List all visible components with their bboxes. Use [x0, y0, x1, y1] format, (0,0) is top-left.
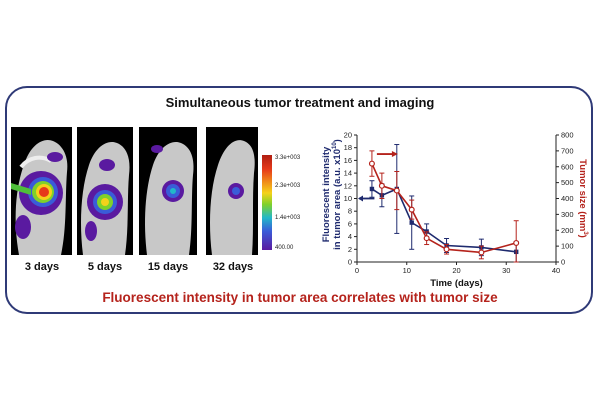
y-left-tick-label: 6	[348, 219, 352, 228]
y-left-tick-label: 8	[348, 207, 352, 216]
y-right-tick-label: 0	[561, 258, 565, 267]
y-left-tick-label: 12	[344, 181, 352, 190]
figure-title: Simultaneous tumor treatment and imaging	[165, 95, 435, 110]
series-1-point	[368, 160, 375, 167]
series-1-point	[378, 182, 385, 189]
y-left-tick-label: 16	[344, 156, 352, 165]
color-scale-tick-min: 400.00	[275, 245, 294, 251]
series-1-point	[443, 246, 450, 253]
y-left-tick-label: 10	[344, 194, 352, 203]
color-scale-tick-max: 3.3e+003	[275, 155, 301, 161]
mouse-image-day32	[206, 127, 258, 255]
mouse-image-day3	[11, 127, 72, 255]
mouse-image-day15	[139, 127, 197, 255]
figure-caption: Fluorescent intensity in tumor area corr…	[102, 290, 498, 305]
y-left-tick-label: 2	[348, 245, 352, 254]
image-label-day15: 15 days	[147, 261, 189, 273]
color-scale-tick-3: 1.4e+003	[275, 215, 301, 221]
y-left-tick-label: 14	[344, 169, 352, 178]
image-label-day3: 3 days	[24, 261, 60, 273]
y-left-tick-label: 18	[344, 143, 352, 152]
y-right-tick-label: 600	[561, 162, 574, 171]
series-1-point	[478, 249, 485, 256]
y-axis-right-label: Tumor size (mm3)	[577, 159, 588, 238]
series-0-line	[371, 187, 517, 253]
series-0-point	[369, 186, 375, 192]
y-axis-left-label-line2: in tumor area (a.u. x1010)	[332, 139, 343, 250]
right-axis-arrow-head	[391, 151, 398, 158]
y-right-tick-label: 200	[561, 226, 574, 235]
y-left-tick-label: 0	[348, 258, 352, 267]
color-scale-tick-2: 2.3e+003	[275, 183, 301, 189]
mouse-image-day5	[77, 127, 133, 255]
x-axis-label: Time (days)	[430, 278, 483, 289]
y-right-tick-label: 400	[561, 194, 574, 203]
x-tick-label: 20	[452, 266, 460, 275]
series-1-point	[393, 187, 400, 194]
left-axis-arrow-head	[358, 195, 363, 202]
series-1-line	[371, 163, 517, 254]
y-axis-left-label-line1: Fluorescent intensity	[321, 146, 332, 242]
x-tick-label: 0	[355, 266, 359, 275]
x-tick-label: 10	[403, 266, 411, 275]
y-right-tick-label: 700	[561, 146, 574, 155]
y-right-tick-label: 800	[561, 131, 574, 140]
series-1-point	[408, 206, 415, 213]
series-1-point	[513, 239, 520, 246]
series-1-point	[423, 235, 430, 242]
image-label-day5: 5 days	[87, 261, 123, 273]
color-scale-bar	[262, 155, 272, 250]
y-left-tick-label: 4	[348, 232, 352, 241]
x-tick-label: 30	[502, 266, 510, 275]
series-0-point	[409, 220, 414, 225]
image-label-day32: 32 days	[212, 261, 254, 273]
x-tick-label: 40	[552, 266, 560, 275]
y-right-tick-label: 100	[561, 242, 574, 251]
y-left-tick-label: 20	[344, 131, 352, 140]
y-right-tick-label: 300	[561, 210, 574, 219]
y-right-tick-label: 500	[561, 178, 574, 187]
